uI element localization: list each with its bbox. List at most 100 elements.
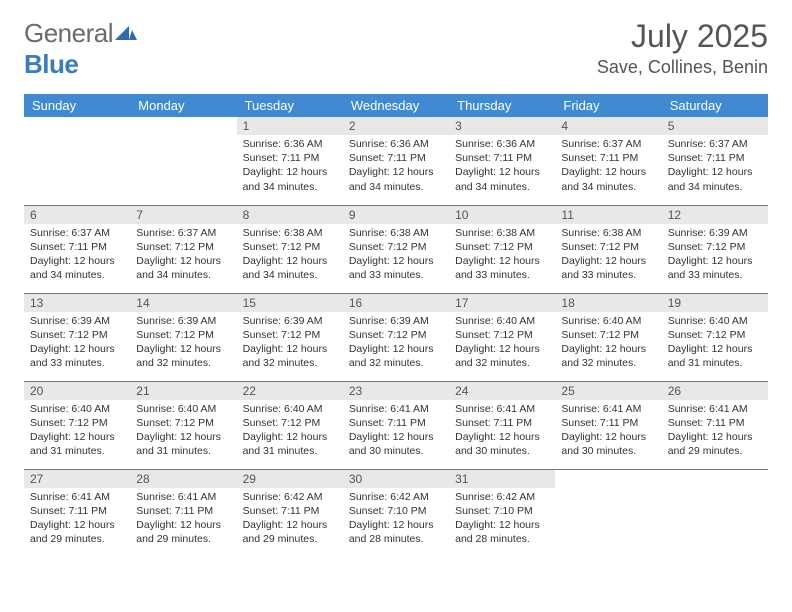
calendar-cell: 4Sunrise: 6:37 AMSunset: 7:11 PMDaylight… [555,117,661,205]
day-content: Sunrise: 6:36 AMSunset: 7:11 PMDaylight:… [449,135,555,198]
calendar-cell [24,117,130,205]
weekday-tuesday: Tuesday [237,94,343,117]
calendar-cell: 14Sunrise: 6:39 AMSunset: 7:12 PMDayligh… [130,293,236,381]
calendar-row: 20Sunrise: 6:40 AMSunset: 7:12 PMDayligh… [24,381,768,469]
calendar-cell: 13Sunrise: 6:39 AMSunset: 7:12 PMDayligh… [24,293,130,381]
calendar-cell: 10Sunrise: 6:38 AMSunset: 7:12 PMDayligh… [449,205,555,293]
day-number: 5 [662,117,768,135]
day-content: Sunrise: 6:36 AMSunset: 7:11 PMDaylight:… [237,135,343,198]
day-content: Sunrise: 6:36 AMSunset: 7:11 PMDaylight:… [343,135,449,198]
logo-word-2: Blue [24,49,78,79]
day-content: Sunrise: 6:42 AMSunset: 7:10 PMDaylight:… [343,488,449,551]
calendar-cell [662,469,768,557]
day-number: 1 [237,117,343,135]
day-content: Sunrise: 6:41 AMSunset: 7:11 PMDaylight:… [449,400,555,463]
day-content: Sunrise: 6:39 AMSunset: 7:12 PMDaylight:… [130,312,236,375]
day-content: Sunrise: 6:39 AMSunset: 7:12 PMDaylight:… [237,312,343,375]
day-number: 15 [237,294,343,312]
day-content: Sunrise: 6:41 AMSunset: 7:11 PMDaylight:… [555,400,661,463]
day-content: Sunrise: 6:41 AMSunset: 7:11 PMDaylight:… [343,400,449,463]
day-content: Sunrise: 6:41 AMSunset: 7:11 PMDaylight:… [24,488,130,551]
day-content: Sunrise: 6:37 AMSunset: 7:11 PMDaylight:… [24,224,130,287]
calendar-cell: 27Sunrise: 6:41 AMSunset: 7:11 PMDayligh… [24,469,130,557]
day-content: Sunrise: 6:39 AMSunset: 7:12 PMDaylight:… [24,312,130,375]
calendar-cell: 6Sunrise: 6:37 AMSunset: 7:11 PMDaylight… [24,205,130,293]
logo: General Blue [24,18,137,80]
day-number: 13 [24,294,130,312]
calendar-body: 1Sunrise: 6:36 AMSunset: 7:11 PMDaylight… [24,117,768,557]
day-content: Sunrise: 6:37 AMSunset: 7:11 PMDaylight:… [662,135,768,198]
day-content: Sunrise: 6:37 AMSunset: 7:11 PMDaylight:… [555,135,661,198]
calendar-cell: 19Sunrise: 6:40 AMSunset: 7:12 PMDayligh… [662,293,768,381]
weekday-header-row: Sunday Monday Tuesday Wednesday Thursday… [24,94,768,117]
day-number: 12 [662,206,768,224]
calendar-cell: 28Sunrise: 6:41 AMSunset: 7:11 PMDayligh… [130,469,236,557]
calendar-table: Sunday Monday Tuesday Wednesday Thursday… [24,94,768,557]
month-title: July 2025 [597,18,768,55]
weekday-wednesday: Wednesday [343,94,449,117]
weekday-sunday: Sunday [24,94,130,117]
calendar-cell: 3Sunrise: 6:36 AMSunset: 7:11 PMDaylight… [449,117,555,205]
day-number: 29 [237,470,343,488]
day-number: 22 [237,382,343,400]
day-content: Sunrise: 6:39 AMSunset: 7:12 PMDaylight:… [662,224,768,287]
calendar-cell [130,117,236,205]
day-content: Sunrise: 6:40 AMSunset: 7:12 PMDaylight:… [130,400,236,463]
calendar-cell: 29Sunrise: 6:42 AMSunset: 7:11 PMDayligh… [237,469,343,557]
day-number: 31 [449,470,555,488]
calendar-cell: 22Sunrise: 6:40 AMSunset: 7:12 PMDayligh… [237,381,343,469]
day-content: Sunrise: 6:41 AMSunset: 7:11 PMDaylight:… [130,488,236,551]
day-number: 3 [449,117,555,135]
calendar-cell: 23Sunrise: 6:41 AMSunset: 7:11 PMDayligh… [343,381,449,469]
day-number: 9 [343,206,449,224]
calendar-cell: 17Sunrise: 6:40 AMSunset: 7:12 PMDayligh… [449,293,555,381]
calendar-cell: 24Sunrise: 6:41 AMSunset: 7:11 PMDayligh… [449,381,555,469]
day-content: Sunrise: 6:38 AMSunset: 7:12 PMDaylight:… [343,224,449,287]
day-number: 17 [449,294,555,312]
day-number: 14 [130,294,236,312]
day-number: 6 [24,206,130,224]
calendar-cell: 2Sunrise: 6:36 AMSunset: 7:11 PMDaylight… [343,117,449,205]
day-number: 18 [555,294,661,312]
day-number: 21 [130,382,236,400]
day-content: Sunrise: 6:38 AMSunset: 7:12 PMDaylight:… [555,224,661,287]
day-content: Sunrise: 6:40 AMSunset: 7:12 PMDaylight:… [555,312,661,375]
day-number: 24 [449,382,555,400]
day-content: Sunrise: 6:42 AMSunset: 7:11 PMDaylight:… [237,488,343,551]
calendar-cell: 18Sunrise: 6:40 AMSunset: 7:12 PMDayligh… [555,293,661,381]
calendar-cell: 7Sunrise: 6:37 AMSunset: 7:12 PMDaylight… [130,205,236,293]
calendar-cell: 12Sunrise: 6:39 AMSunset: 7:12 PMDayligh… [662,205,768,293]
calendar-cell: 15Sunrise: 6:39 AMSunset: 7:12 PMDayligh… [237,293,343,381]
weekday-friday: Friday [555,94,661,117]
day-number: 4 [555,117,661,135]
day-number: 28 [130,470,236,488]
day-number: 10 [449,206,555,224]
calendar-cell: 31Sunrise: 6:42 AMSunset: 7:10 PMDayligh… [449,469,555,557]
day-content: Sunrise: 6:41 AMSunset: 7:11 PMDaylight:… [662,400,768,463]
day-number: 30 [343,470,449,488]
weekday-monday: Monday [130,94,236,117]
day-content: Sunrise: 6:38 AMSunset: 7:12 PMDaylight:… [449,224,555,287]
day-number: 19 [662,294,768,312]
calendar-row: 1Sunrise: 6:36 AMSunset: 7:11 PMDaylight… [24,117,768,205]
day-content: Sunrise: 6:38 AMSunset: 7:12 PMDaylight:… [237,224,343,287]
calendar-cell: 26Sunrise: 6:41 AMSunset: 7:11 PMDayligh… [662,381,768,469]
calendar-row: 27Sunrise: 6:41 AMSunset: 7:11 PMDayligh… [24,469,768,557]
day-content: Sunrise: 6:40 AMSunset: 7:12 PMDaylight:… [662,312,768,375]
day-number: 7 [130,206,236,224]
title-block: July 2025 Save, Collines, Benin [597,18,768,78]
weekday-saturday: Saturday [662,94,768,117]
day-content: Sunrise: 6:40 AMSunset: 7:12 PMDaylight:… [237,400,343,463]
day-number: 20 [24,382,130,400]
day-content: Sunrise: 6:40 AMSunset: 7:12 PMDaylight:… [449,312,555,375]
weekday-thursday: Thursday [449,94,555,117]
day-content: Sunrise: 6:42 AMSunset: 7:10 PMDaylight:… [449,488,555,551]
calendar-row: 6Sunrise: 6:37 AMSunset: 7:11 PMDaylight… [24,205,768,293]
logo-icon [115,18,137,49]
calendar-cell [555,469,661,557]
calendar-cell: 21Sunrise: 6:40 AMSunset: 7:12 PMDayligh… [130,381,236,469]
page-header: General Blue July 2025 Save, Collines, B… [24,18,768,80]
day-number: 27 [24,470,130,488]
calendar-cell: 5Sunrise: 6:37 AMSunset: 7:11 PMDaylight… [662,117,768,205]
day-content: Sunrise: 6:40 AMSunset: 7:12 PMDaylight:… [24,400,130,463]
